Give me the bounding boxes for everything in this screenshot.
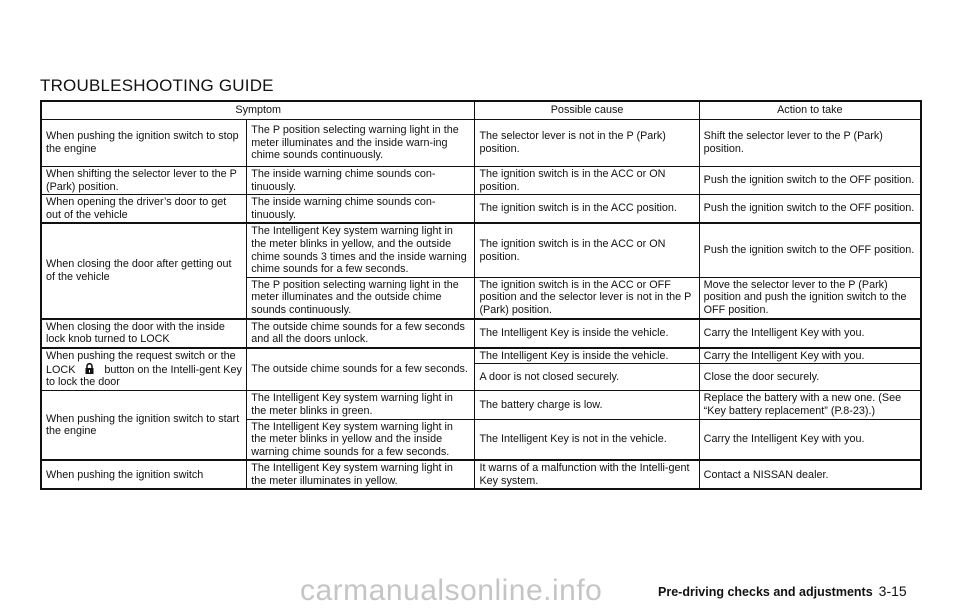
cause-cell: A door is not closed securely. xyxy=(474,363,700,392)
symptom-text: When pushing the request switch or the L… xyxy=(46,350,236,376)
table-row: When closing the door after getting out … xyxy=(40,222,922,320)
symptom-cell: When pushing the ignition switch to stop… xyxy=(40,119,248,167)
cause-cell: The Intelligent Key is inside the vehicl… xyxy=(474,317,700,349)
page-footer: Pre-driving checks and adjustments 3-15 xyxy=(658,583,907,599)
action-cell: Move the selector lever to the P (Park) … xyxy=(698,276,922,320)
symptom-detail-cell: The P position selecting warning light i… xyxy=(246,119,476,167)
cause-cell: The ignition switch is in the ACC positi… xyxy=(474,194,700,224)
table-row: When closing the door with the inside lo… xyxy=(40,317,922,349)
table-row: A door is not closed securely. Close the… xyxy=(41,363,922,392)
table-row: The Intelligent Key system warning light… xyxy=(41,418,922,461)
symptom-detail-cell: The Intelligent Key system warning light… xyxy=(246,459,476,490)
symptom-detail-cell: The outside chime sounds for a few secon… xyxy=(246,317,476,349)
symptom-detail-cell: The inside warning chime sounds con-tinu… xyxy=(246,165,476,196)
action-cell: Carry the Intelligent Key with you. xyxy=(698,346,922,365)
cause-cell: The Intelligent Key is not in the vehicl… xyxy=(474,418,700,461)
table-row: When pushing the request switch or the L… xyxy=(40,346,922,392)
action-cell: Close the door securely. xyxy=(698,363,922,392)
action-cell: Push the ignition switch to the OFF posi… xyxy=(698,222,922,278)
cause-cell: The battery charge is low. xyxy=(474,390,700,420)
cause-cell: The ignition switch is in the ACC or ON … xyxy=(474,165,700,196)
action-cell: Push the ignition switch to the OFF posi… xyxy=(698,194,922,224)
table-header-row: Symptom Possible cause Action to take xyxy=(40,100,922,120)
symptom-cell: When closing the door with the inside lo… xyxy=(40,317,248,349)
action-cell: Replace the battery with a new one. (See… xyxy=(698,390,922,420)
symptom-cell: When closing the door after getting out … xyxy=(40,222,248,320)
action-cell: Shift the selector lever to the P (Park)… xyxy=(698,119,922,167)
symptom-cell: When pushing the ignition switch xyxy=(40,459,248,490)
header-possible-cause: Possible cause xyxy=(474,100,700,120)
symptom-detail-cell: The Intelligent Key system warning light… xyxy=(246,418,476,461)
symptom-text: button on the Intelli-gent Key to lock t… xyxy=(46,363,242,389)
symptom-cell: When pushing the ignition switch to star… xyxy=(40,390,248,461)
troubleshooting-table: Symptom Possible cause Action to take Wh… xyxy=(40,100,922,491)
action-cell: Carry the Intelligent Key with you. xyxy=(698,418,922,461)
header-symptom: Symptom xyxy=(40,100,476,120)
symptom-detail-cell: The Intelligent Key system warning light… xyxy=(246,390,476,420)
symptom-cell: When opening the driver’s door to get ou… xyxy=(40,194,248,224)
action-cell: Carry the Intelligent Key with you. xyxy=(698,317,922,349)
symptom-detail-cell: The outside chime sounds for a few secon… xyxy=(246,346,476,392)
cause-cell: The ignition switch is in the ACC or OFF… xyxy=(474,276,700,320)
action-cell: Contact a NISSAN dealer. xyxy=(698,459,922,490)
cause-cell: It warns of a malfunction with the Intel… xyxy=(474,459,700,490)
symptom-cell: When shifting the selector lever to the … xyxy=(40,165,248,196)
table-row: When pushing the ignition switch to star… xyxy=(40,390,922,461)
header-action: Action to take xyxy=(698,100,922,120)
cause-cell: The Intelligent Key is inside the vehicl… xyxy=(474,346,700,365)
footer-section: Pre-driving checks and adjustments xyxy=(658,585,873,599)
symptom-cell: When pushing the request switch or the L… xyxy=(40,346,248,392)
watermark: carmanualsonline.info xyxy=(300,574,603,607)
table-row: The P position selecting warning light i… xyxy=(41,276,922,320)
symptom-detail-cell: The P position selecting warning light i… xyxy=(246,276,476,320)
symptom-detail-cell: The Intelligent Key system warning light… xyxy=(246,222,476,278)
table-row: When opening the driver’s door to get ou… xyxy=(40,194,922,224)
cause-cell: The selector lever is not in the P (Park… xyxy=(474,119,700,167)
action-cell: Push the ignition switch to the OFF posi… xyxy=(698,165,922,196)
table-row: When pushing the ignition switch The Int… xyxy=(40,459,922,490)
cause-cell: The ignition switch is in the ACC or ON … xyxy=(474,222,700,278)
symptom-detail-cell: The inside warning chime sounds con-tinu… xyxy=(246,194,476,224)
page-number: 3-15 xyxy=(878,583,907,599)
padlock-icon xyxy=(85,362,94,374)
page-title: TROUBLESHOOTING GUIDE xyxy=(40,76,274,95)
table-row: When shifting the selector lever to the … xyxy=(40,165,922,196)
table-row: When pushing the ignition switch to stop… xyxy=(40,119,922,167)
